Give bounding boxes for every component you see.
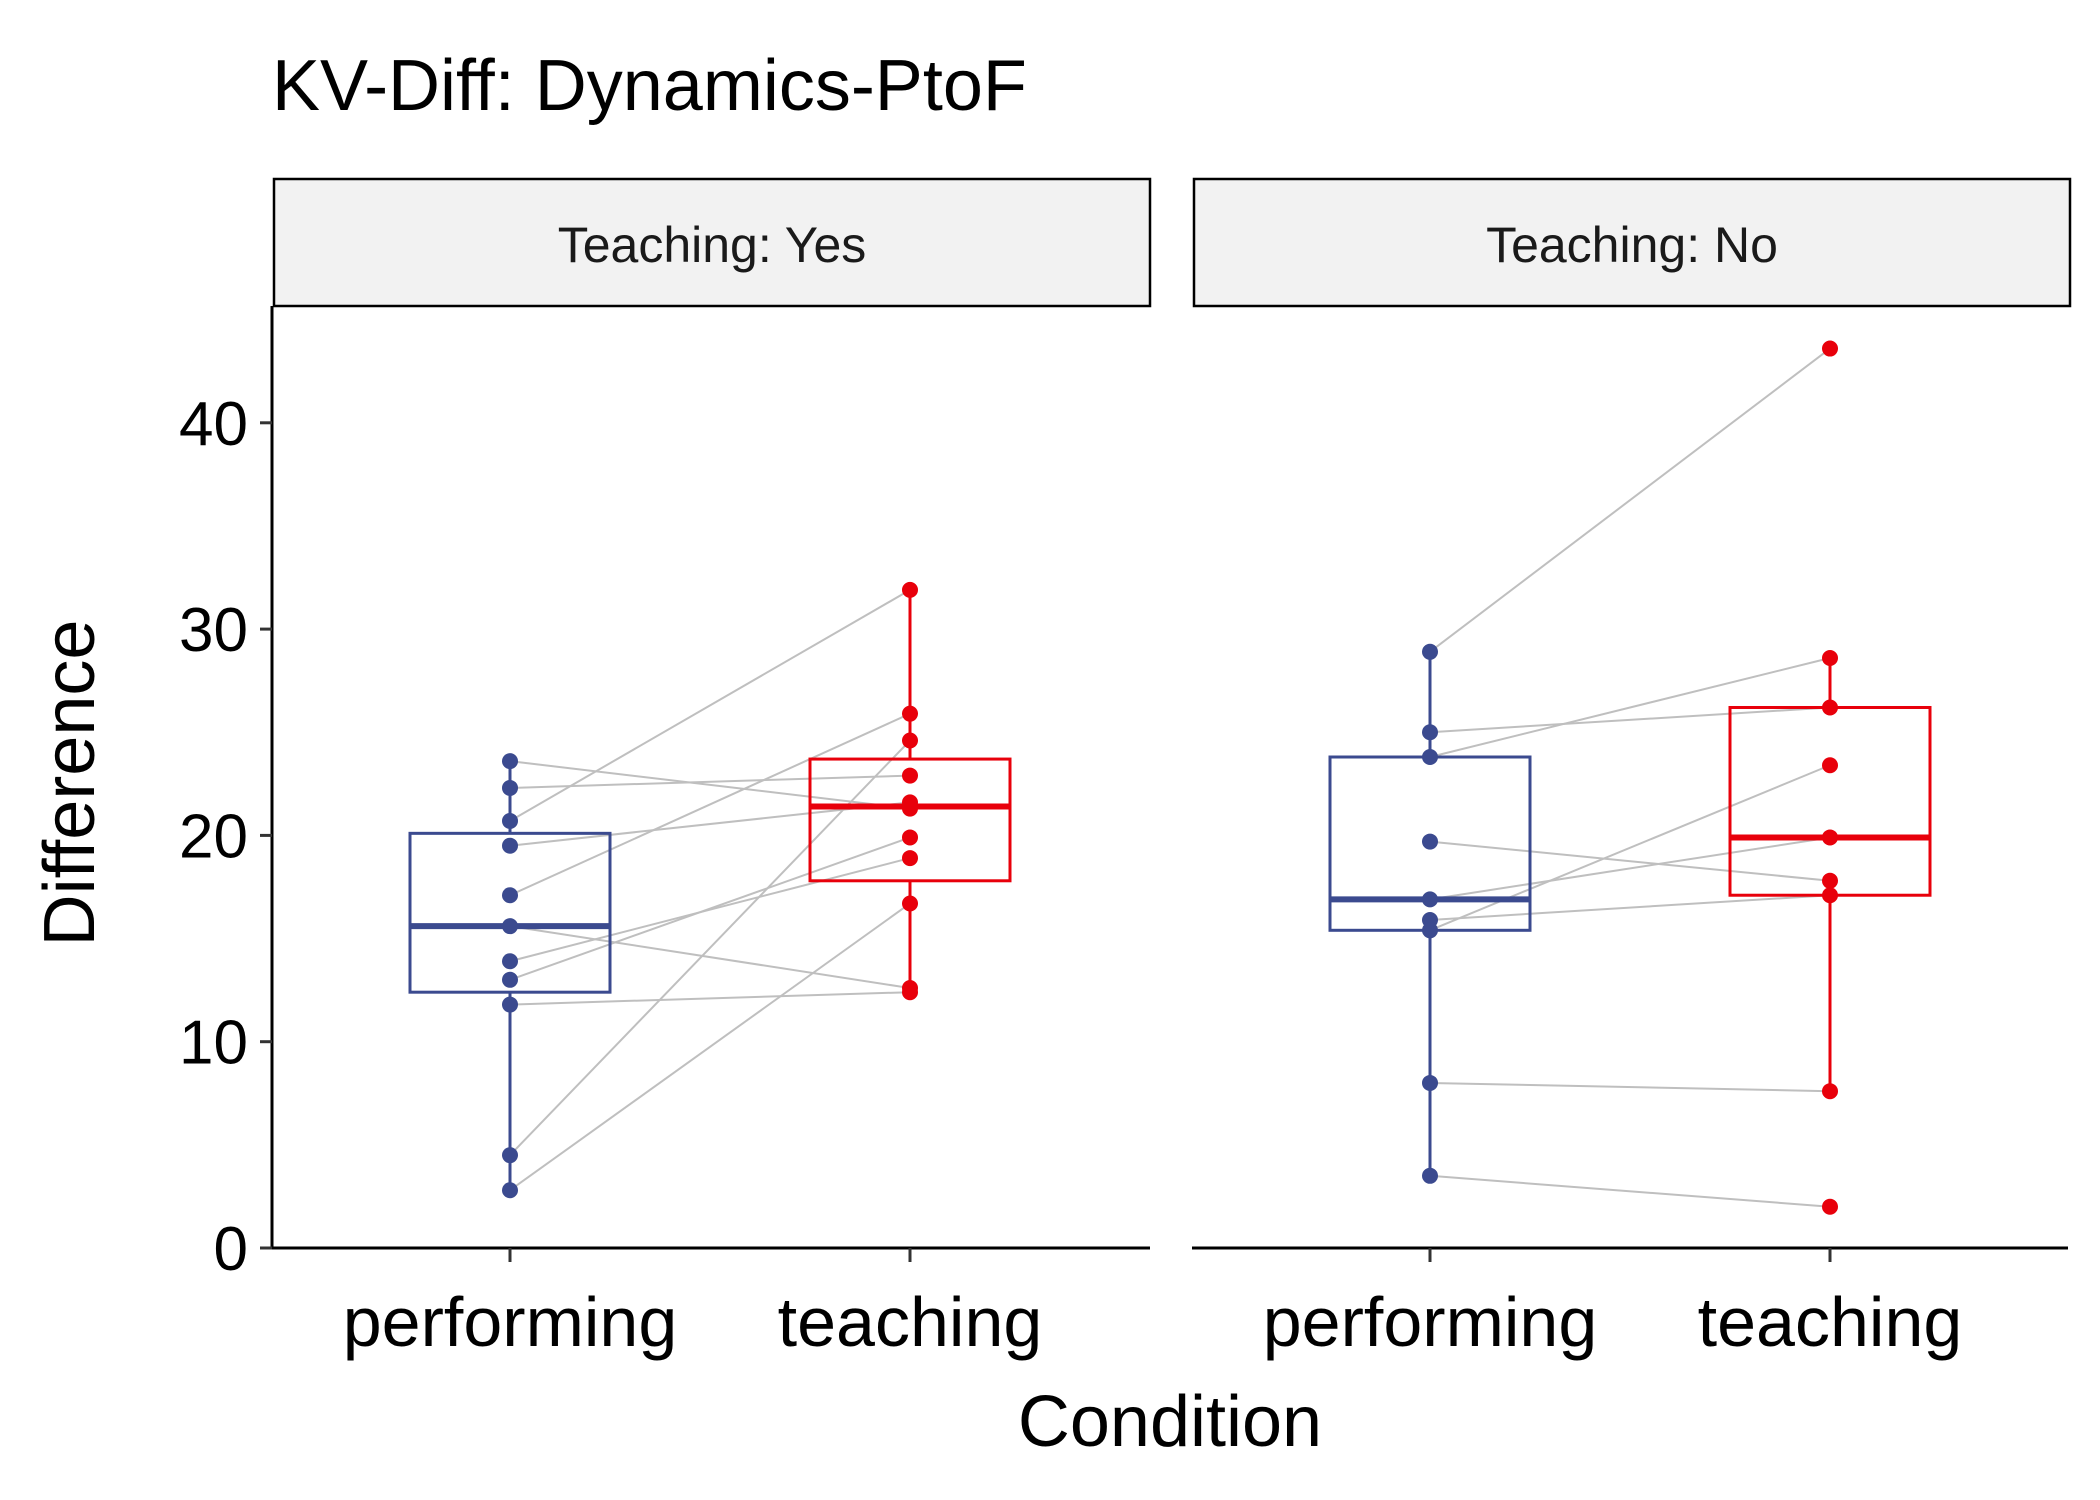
data-point-performing (1422, 724, 1438, 741)
data-point-performing (502, 953, 518, 970)
y-tick-label: 30 (179, 596, 248, 665)
data-point-performing (1422, 1167, 1438, 1184)
box-teaching (808, 757, 1012, 883)
paired-line (509, 836, 911, 981)
paired-line (1429, 347, 1831, 653)
data-point-teaching (1822, 887, 1838, 904)
box-teaching (1728, 705, 1932, 897)
y-tick-label: 20 (179, 802, 248, 871)
data-point-teaching (1822, 1083, 1838, 1100)
data-point-teaching (902, 794, 918, 811)
plot-area-teaching-yes (408, 581, 1012, 1199)
paired-line (509, 902, 911, 1192)
strip-teaching-yes (272, 177, 1152, 308)
data-point-teaching (1822, 699, 1838, 716)
data-point-performing (502, 971, 518, 988)
data-point-teaching (902, 705, 918, 722)
data-point-teaching (902, 850, 918, 867)
data-point-performing (502, 753, 518, 770)
y-axis: 0 10 20 30 40 (179, 306, 274, 1284)
data-point-performing (502, 779, 518, 796)
panel-teaching-no: Teaching: No (1192, 177, 2072, 1215)
data-point-teaching (1822, 757, 1838, 774)
paired-line (509, 760, 911, 810)
data-point-performing (1422, 891, 1438, 908)
x-tick-label: performing (1263, 1283, 1598, 1361)
paired-line (509, 991, 911, 1006)
chart-title: KV-Diff: Dynamics-PtoF (272, 46, 1027, 126)
paired-line (1429, 706, 1831, 734)
y-tick-label: 0 (214, 1215, 248, 1284)
data-point-performing (502, 1182, 518, 1199)
panel-teaching-yes: Teaching: Yes (272, 177, 1152, 1199)
data-point-performing (1422, 749, 1438, 766)
paired-line (509, 925, 911, 990)
data-point-teaching (902, 732, 918, 749)
data-point-teaching (1822, 340, 1838, 357)
paired-line (1429, 840, 1831, 882)
strip-teaching-no (1192, 177, 2072, 308)
data-point-teaching (902, 581, 918, 598)
y-axis-title: Difference (30, 620, 110, 947)
data-point-performing (1422, 833, 1438, 850)
data-point-teaching (1822, 1198, 1838, 1215)
data-point-teaching (1822, 872, 1838, 889)
paired-line (1429, 764, 1831, 932)
x-axes: performing teaching performing teaching (272, 1246, 2068, 1361)
data-point-teaching (1822, 829, 1838, 846)
box-performing (408, 831, 612, 994)
data-point-performing (502, 1147, 518, 1164)
paired-line (509, 589, 911, 822)
data-point-performing (502, 812, 518, 829)
y-tick-label: 10 (179, 1009, 248, 1078)
paired-line (1429, 657, 1831, 758)
paired-line (509, 774, 911, 789)
paired-line (1429, 1081, 1831, 1093)
data-point-teaching (902, 767, 918, 784)
data-point-performing (502, 918, 518, 935)
strip-label-teaching-yes: Teaching: Yes (558, 217, 867, 273)
data-point-performing (502, 837, 518, 854)
paired-line (1429, 836, 1831, 901)
paired-line (1429, 894, 1831, 921)
data-point-performing (1422, 1074, 1438, 1091)
data-point-performing (1422, 922, 1438, 939)
paired-line (509, 712, 911, 897)
x-tick-label: performing (343, 1283, 678, 1361)
data-point-performing (502, 996, 518, 1013)
x-axis-title: Condition (1018, 1382, 1322, 1462)
plot-area-teaching-no (1328, 340, 1932, 1215)
paired-line (1429, 1174, 1831, 1208)
data-point-teaching (902, 984, 918, 1001)
data-point-teaching (902, 895, 918, 912)
data-point-teaching (902, 829, 918, 846)
data-point-performing (502, 887, 518, 904)
y-tick-label: 40 (179, 390, 248, 459)
strip-label-teaching-no: Teaching: No (1486, 217, 1778, 273)
x-tick-label: teaching (1698, 1283, 1963, 1361)
paired-line (509, 739, 911, 1156)
data-point-teaching (1822, 649, 1838, 666)
data-point-performing (1422, 643, 1438, 660)
x-tick-label: teaching (778, 1283, 1043, 1361)
